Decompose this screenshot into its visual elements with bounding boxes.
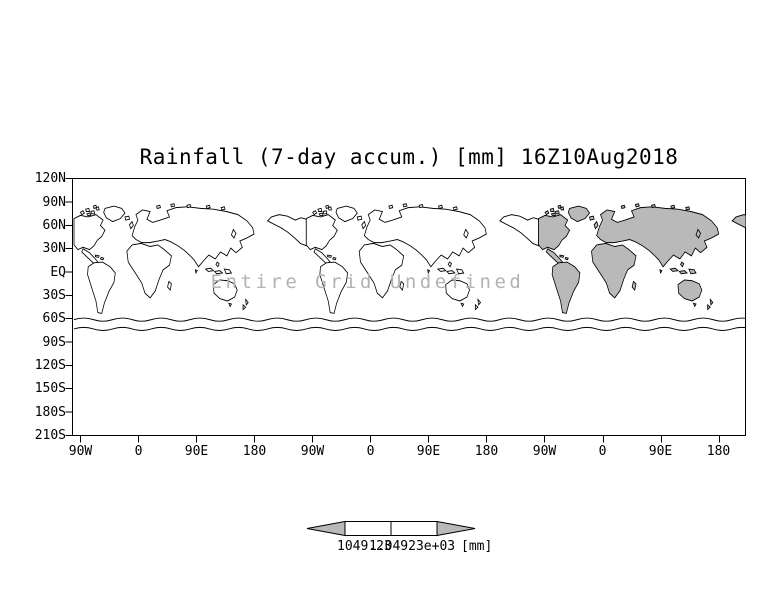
colorbar-right-arrow-icon bbox=[436, 520, 476, 537]
y-tick-label: 60N bbox=[42, 218, 66, 233]
colorbar-left-arrow-icon bbox=[306, 520, 346, 537]
world-panel-3-shaded bbox=[538, 203, 746, 331]
plot-title: Rainfall (7-day accum.) [mm] 16Z10Aug201… bbox=[139, 145, 679, 169]
x-tick-label: 90W bbox=[68, 444, 93, 459]
y-axis-ticks bbox=[65, 178, 73, 436]
y-tick-label: 210S bbox=[34, 428, 66, 443]
world-panel-2 bbox=[305, 203, 540, 331]
colorbar-tick-label: 1049.23 bbox=[337, 539, 392, 554]
y-tick-label: 180S bbox=[34, 405, 66, 420]
y-tick-label: 150S bbox=[34, 381, 66, 396]
colorbar-unit-label: [mm] bbox=[461, 539, 493, 554]
y-tick-label: 120S bbox=[34, 358, 66, 373]
y-tick-label: 30N bbox=[42, 241, 66, 256]
x-tick-label: 180 bbox=[706, 444, 731, 459]
x-tick-label: 90W bbox=[532, 444, 557, 459]
x-tick-label: 0 bbox=[598, 444, 607, 459]
colorbar-scientific-label: 1.04923e+03 bbox=[369, 539, 456, 554]
y-tick-label: 90S bbox=[42, 335, 66, 350]
x-axis-ticks bbox=[80, 435, 720, 443]
x-tick-label: 180 bbox=[474, 444, 499, 459]
y-tick-label: 30S bbox=[42, 288, 66, 303]
x-tick-label: 0 bbox=[134, 444, 143, 459]
x-tick-label: 90E bbox=[184, 444, 209, 459]
map-frame bbox=[72, 178, 746, 436]
grid-undefined-annotation: Entire Grid Undefined bbox=[210, 271, 525, 293]
y-tick-label: 120N bbox=[34, 171, 66, 186]
x-tick-label: 90E bbox=[416, 444, 441, 459]
y-tick-label: 90N bbox=[42, 195, 66, 210]
world-panel-1 bbox=[73, 203, 307, 331]
map-panels bbox=[73, 203, 746, 331]
x-tick-label: 90E bbox=[648, 444, 673, 459]
x-tick-label: 90W bbox=[300, 444, 325, 459]
y-tick-label: EQ bbox=[50, 265, 66, 280]
x-tick-label: 0 bbox=[366, 444, 375, 459]
y-tick-label: 60S bbox=[42, 311, 66, 326]
colorbar bbox=[306, 520, 476, 537]
x-tick-label: 180 bbox=[242, 444, 267, 459]
